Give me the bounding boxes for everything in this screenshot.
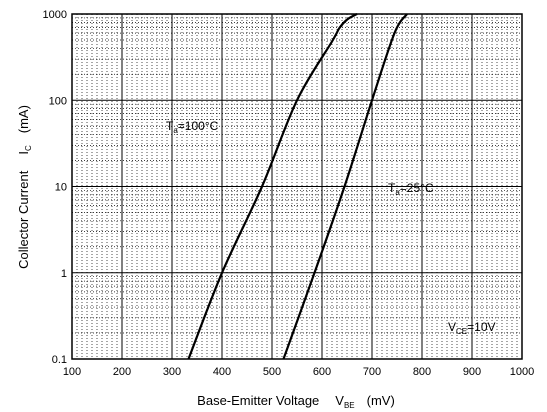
y-axis-title-main: Collector Current: [16, 170, 31, 269]
curves: [187, 13, 408, 360]
series-line-ta-25: [282, 13, 408, 360]
y-tick-label: 10: [55, 182, 67, 194]
annotation-ta-100-rest: =100°C: [178, 119, 219, 133]
annotation-vce-symbol: V: [448, 320, 456, 334]
x-tick-label: 1000: [510, 366, 534, 378]
x-tick-label: 200: [113, 366, 131, 378]
annotation-ta-25: Ta=25°C: [388, 181, 434, 197]
grid-minor: [72, 14, 522, 359]
x-tick-label: 500: [263, 366, 281, 378]
x-axis-title: Base-Emitter Voltage VBE (mV): [197, 393, 395, 410]
x-tick-label: 900: [463, 366, 481, 378]
annotation-vce: VCE=10V: [448, 320, 496, 336]
x-tick-label: 600: [313, 366, 331, 378]
annotation-ta-100-sub: a: [173, 126, 178, 135]
grid-major: [72, 14, 522, 359]
y-tick-label: 100: [49, 95, 67, 107]
annotation-ta-25-symbol: T: [388, 181, 396, 195]
x-tick-label: 300: [163, 366, 181, 378]
y-axis-title: Collector Current IC (mA): [16, 105, 33, 269]
y-tick-label: 1000: [43, 9, 67, 21]
x-tick-label: 100: [63, 366, 81, 378]
y-axis-title-sub: C: [24, 145, 33, 151]
y-axis-title-unit: (mA): [16, 105, 31, 133]
x-tick-label: 800: [413, 366, 431, 378]
x-axis-title-symbol: V: [335, 393, 344, 408]
annotation-vce-sub: CE: [456, 327, 467, 336]
series-line-ta-100: [187, 13, 358, 360]
tick-labels: 100 200 300 400 500 600 700 800 900 1000 0.1 1 10 100…: [43, 9, 535, 378]
x-axis-title-main: Base-Emitter Voltage: [197, 393, 319, 408]
x-axis-title-unit: (mV): [367, 393, 395, 408]
y-tick-label: 0.1: [52, 354, 67, 366]
annotation-ta-25-sub: a: [395, 188, 400, 197]
annotation-vce-rest: =10V: [467, 320, 495, 334]
plot-frame: [71, 13, 523, 360]
annotation-ta-100: Ta=100°C: [166, 119, 219, 135]
x-axis-title-sub: BE: [344, 401, 355, 410]
x-tick-label: 700: [363, 366, 381, 378]
y-axis-title-symbol: I: [16, 151, 31, 155]
x-tick-label: 400: [213, 366, 231, 378]
annotation-ta-100-symbol: T: [166, 119, 174, 133]
annotation-ta-25-rest: =25°C: [400, 181, 434, 195]
y-tick-label: 1: [61, 268, 67, 280]
